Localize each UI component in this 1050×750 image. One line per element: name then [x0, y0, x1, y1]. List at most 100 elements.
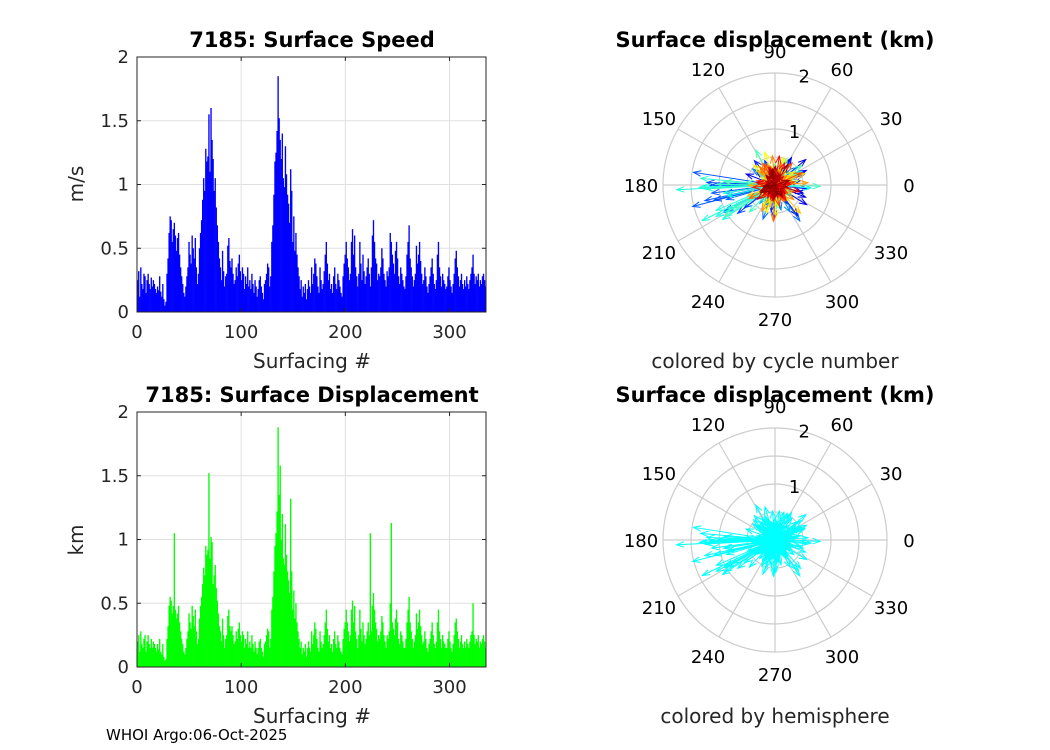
speed-bar — [184, 296, 186, 312]
displacement-bar — [425, 638, 427, 667]
displacement-bar — [155, 651, 158, 667]
speed-bar — [283, 187, 286, 312]
displacement-bar — [450, 647, 452, 668]
displacement-bar — [439, 638, 442, 667]
polar-cycle-arrowhead — [725, 191, 736, 198]
speed-bar — [380, 267, 382, 313]
displacement-bar — [353, 605, 356, 667]
polar-cycle-arrowhead — [725, 205, 735, 214]
displacement-bar — [298, 638, 300, 667]
polar-cycle-arrowhead — [723, 210, 733, 218]
polar-hemisphere-arrowhead — [701, 569, 711, 577]
speed-bar — [314, 258, 316, 312]
displacement-bar — [440, 647, 443, 668]
polar-cycle-angle-label: 90 — [764, 42, 787, 63]
polar-cycle-arrowhead — [786, 192, 796, 201]
displacement-bar — [350, 609, 353, 668]
polar-hemisphere-arrowhead — [762, 536, 773, 544]
speed-bar — [352, 254, 355, 313]
polar-hemisphere-arrowhead — [770, 568, 777, 578]
speed-bar — [279, 139, 281, 313]
speed-bar — [403, 286, 405, 312]
displacement-bar — [323, 635, 325, 668]
displacement-bar — [427, 651, 429, 667]
displacement-bar — [454, 622, 456, 668]
speed-bar — [409, 258, 411, 312]
polar-cycle-arrowhead — [792, 170, 803, 178]
polar-hemisphere-arrowhead — [775, 509, 782, 519]
speed-bar — [437, 241, 440, 313]
speed-bar — [201, 199, 204, 312]
displacement-bar — [253, 651, 255, 667]
polar-hemisphere-arrow — [760, 539, 776, 549]
polar-hemisphere-arrowhead — [675, 541, 685, 548]
displacement-bar — [206, 554, 208, 667]
speed-bar — [196, 283, 199, 312]
speed-bar — [232, 273, 234, 312]
polar-hemisphere-angle-label: 0 — [903, 531, 914, 552]
speed-bar — [439, 276, 442, 312]
speed-bar — [209, 171, 211, 312]
speed-bar — [152, 280, 155, 313]
polar-cycle-arrowhead — [762, 211, 769, 221]
displacement-bar — [186, 638, 188, 667]
speed-bar — [197, 273, 200, 312]
speed-bar — [402, 280, 404, 313]
polar-hemisphere-angle-label: 180 — [624, 531, 658, 552]
speed-bar — [483, 280, 486, 313]
displacement-bar — [297, 631, 299, 667]
displacement-bar — [459, 641, 462, 667]
displacement-bar — [310, 631, 313, 667]
displacement-bar — [294, 618, 296, 667]
displacement-bar — [211, 542, 213, 667]
speed-bar — [357, 286, 359, 312]
speed-bar — [145, 292, 147, 313]
displacement-bar — [239, 635, 242, 668]
polar-cycle-angle-label: 0 — [903, 176, 914, 197]
polar-hemisphere-arrowhead — [763, 517, 771, 527]
speed-bar — [396, 258, 399, 312]
speed-bar — [423, 280, 425, 313]
speed-bar — [305, 299, 308, 312]
speed-bar — [325, 241, 327, 313]
speed-bar — [309, 292, 312, 313]
polar-hemisphere-arrow — [774, 519, 789, 541]
displacement-bar — [354, 631, 357, 667]
speed-bar — [300, 280, 302, 313]
speed-bar — [404, 289, 406, 312]
polar-hemisphere-angle-label: 270 — [758, 665, 792, 686]
polar-cycle-arrow — [774, 172, 802, 186]
polar-cycle-radial-label: 2 — [798, 67, 809, 88]
speed-bar — [480, 283, 483, 312]
displacement-bar — [192, 616, 194, 667]
polar-hemisphere-radial-label: 1 — [789, 477, 800, 498]
polar-hemisphere-arrowhead — [793, 527, 803, 534]
polar-hemisphere-arrow — [765, 529, 776, 541]
speed-bar — [298, 276, 300, 312]
speed-bar — [377, 280, 379, 313]
displacement-bar — [418, 609, 421, 668]
displacement-bar — [266, 628, 269, 667]
displacement-bar — [236, 638, 238, 667]
displacement-bar — [377, 641, 379, 667]
displacement-bar — [137, 641, 139, 667]
displacement-bar — [209, 558, 211, 668]
displacement-bar — [392, 628, 395, 667]
polar-hemisphere-arrowhead — [775, 543, 783, 553]
displacement-bar — [437, 609, 440, 668]
polar-hemisphere-arrowhead — [759, 541, 769, 549]
speed-bar — [294, 250, 296, 312]
displacement-bar — [422, 644, 424, 667]
displacement-bar — [447, 638, 449, 667]
displacement-bar — [455, 618, 457, 667]
polar-hemisphere-arrow — [774, 539, 778, 551]
displacement-bar — [466, 638, 468, 667]
speed-bar — [310, 267, 313, 313]
speed-bar — [441, 273, 444, 312]
displacement-bar — [378, 635, 380, 668]
displacement-bar — [307, 641, 310, 667]
displacement-bar — [166, 638, 168, 667]
speed-bar — [424, 267, 426, 313]
displacement-bar — [419, 626, 422, 667]
polar-cycle-arrowhead — [761, 170, 770, 179]
